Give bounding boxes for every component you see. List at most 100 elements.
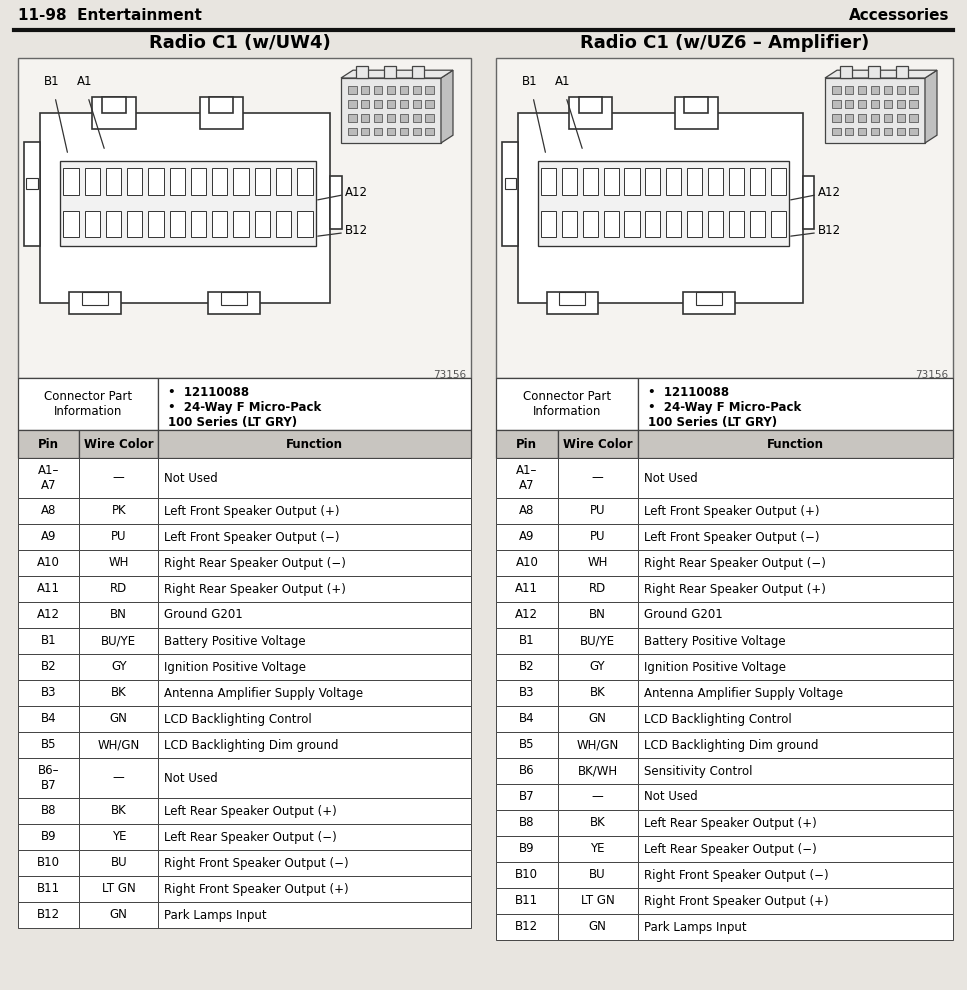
Bar xyxy=(858,128,866,136)
Bar xyxy=(425,100,434,108)
Bar xyxy=(541,211,556,238)
Text: Not Used: Not Used xyxy=(644,790,697,804)
Text: Left Rear Speaker Output (+): Left Rear Speaker Output (+) xyxy=(644,817,816,830)
Text: B11: B11 xyxy=(37,882,60,896)
Bar xyxy=(399,114,408,122)
Bar xyxy=(896,86,905,94)
Text: Right Front Speaker Output (+): Right Front Speaker Output (+) xyxy=(164,882,349,896)
Bar xyxy=(348,86,357,94)
Bar xyxy=(425,86,434,94)
Bar xyxy=(558,680,637,706)
Text: —: — xyxy=(113,771,125,784)
Bar xyxy=(558,810,637,836)
Bar xyxy=(583,211,598,238)
Text: Antenna Amplifier Supply Voltage: Antenna Amplifier Supply Voltage xyxy=(164,686,364,700)
Bar xyxy=(637,498,953,524)
Bar xyxy=(771,168,786,195)
Bar xyxy=(845,86,854,94)
Bar xyxy=(387,114,396,122)
Bar xyxy=(60,160,315,246)
Bar xyxy=(845,114,854,122)
Bar xyxy=(884,100,892,108)
Text: Connector Part
Information: Connector Part Information xyxy=(44,390,132,418)
Bar xyxy=(688,211,702,238)
Text: BK: BK xyxy=(111,686,127,700)
Bar xyxy=(425,114,434,122)
Bar xyxy=(637,458,953,498)
Bar xyxy=(297,168,312,195)
Bar xyxy=(833,86,840,94)
Bar xyxy=(558,576,637,602)
Text: A11: A11 xyxy=(515,582,539,596)
Bar xyxy=(26,178,38,189)
Text: GY: GY xyxy=(590,660,605,673)
Bar xyxy=(496,602,558,628)
Bar xyxy=(637,654,953,680)
Bar xyxy=(254,168,270,195)
Bar xyxy=(538,160,789,246)
Bar xyxy=(637,862,953,888)
Bar xyxy=(18,524,79,550)
Text: BU/YE: BU/YE xyxy=(102,635,136,647)
Text: B1: B1 xyxy=(519,635,535,647)
Bar xyxy=(496,810,558,836)
Text: Right Front Speaker Output (−): Right Front Speaker Output (−) xyxy=(164,856,349,869)
Bar xyxy=(546,292,598,315)
Bar xyxy=(374,86,382,94)
Bar xyxy=(666,168,682,195)
Polygon shape xyxy=(341,70,453,78)
Bar xyxy=(92,97,135,129)
Bar xyxy=(18,876,79,902)
Bar xyxy=(330,175,341,229)
Bar xyxy=(148,211,163,238)
Bar xyxy=(502,142,518,246)
Bar xyxy=(18,378,159,430)
Bar xyxy=(603,168,619,195)
Text: B12: B12 xyxy=(37,909,60,922)
Bar xyxy=(559,292,585,305)
Text: B5: B5 xyxy=(519,739,535,751)
Text: Park Lamps Input: Park Lamps Input xyxy=(644,921,747,934)
Bar xyxy=(884,86,892,94)
Text: Park Lamps Input: Park Lamps Input xyxy=(164,909,267,922)
Text: B10: B10 xyxy=(515,868,539,881)
Bar xyxy=(79,550,159,576)
Text: B2: B2 xyxy=(41,660,56,673)
Text: A12: A12 xyxy=(818,186,841,199)
Bar xyxy=(348,128,357,136)
Text: Ground G201: Ground G201 xyxy=(644,609,722,622)
Bar xyxy=(896,100,905,108)
Text: WH/GN: WH/GN xyxy=(98,739,140,751)
Bar xyxy=(496,862,558,888)
Bar xyxy=(496,654,558,680)
Bar xyxy=(496,550,558,576)
Bar xyxy=(558,524,637,550)
Bar xyxy=(833,100,840,108)
Bar xyxy=(625,168,639,195)
Bar xyxy=(374,114,382,122)
Bar xyxy=(84,168,100,195)
Bar xyxy=(374,128,382,136)
Bar xyxy=(79,680,159,706)
Text: B2: B2 xyxy=(519,660,535,673)
Text: B1: B1 xyxy=(44,75,60,88)
Bar xyxy=(276,211,291,238)
Text: Right Rear Speaker Output (+): Right Rear Speaker Output (+) xyxy=(644,582,826,596)
Bar xyxy=(79,430,159,458)
Bar xyxy=(558,628,637,654)
Bar xyxy=(69,292,121,315)
Bar xyxy=(79,850,159,876)
Bar xyxy=(105,168,121,195)
Bar xyxy=(637,784,953,810)
Text: B9: B9 xyxy=(41,831,56,843)
Bar xyxy=(496,680,558,706)
Bar xyxy=(399,86,408,94)
Text: BU: BU xyxy=(110,856,127,869)
Bar xyxy=(558,654,637,680)
Bar xyxy=(803,175,814,229)
Text: PU: PU xyxy=(590,531,605,544)
Text: BU/YE: BU/YE xyxy=(580,635,615,647)
Text: Ignition Positive Voltage: Ignition Positive Voltage xyxy=(164,660,307,673)
Text: B12: B12 xyxy=(515,921,539,934)
Text: WH: WH xyxy=(108,556,129,569)
